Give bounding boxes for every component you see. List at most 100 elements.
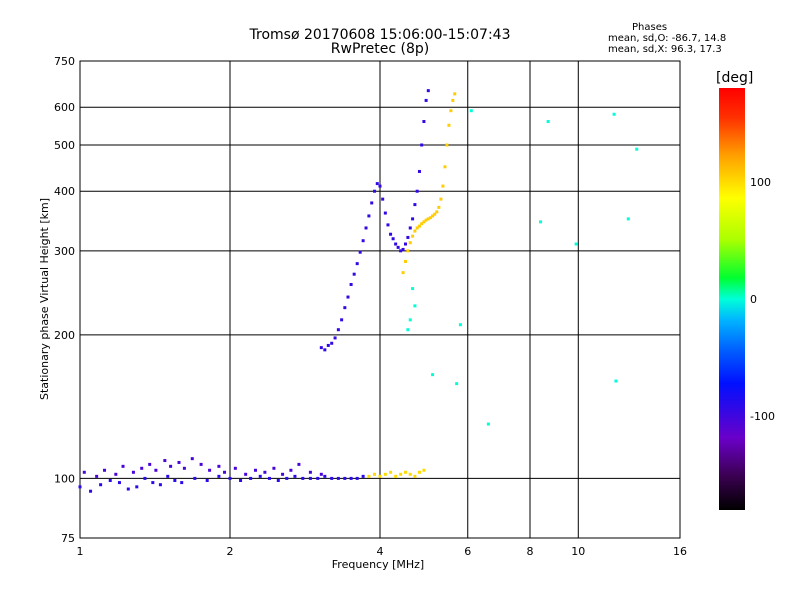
x-tick-label: 8 bbox=[527, 545, 534, 558]
data-point bbox=[361, 474, 365, 478]
data-point bbox=[323, 348, 327, 352]
data-point bbox=[163, 459, 167, 463]
data-point bbox=[451, 98, 455, 102]
data-point bbox=[381, 197, 385, 201]
data-point bbox=[199, 462, 203, 466]
data-point bbox=[297, 462, 301, 466]
data-point bbox=[182, 466, 186, 470]
data-point bbox=[413, 229, 417, 233]
data-point bbox=[458, 323, 462, 327]
data-point bbox=[383, 211, 387, 215]
data-point bbox=[383, 472, 387, 476]
data-point bbox=[426, 217, 430, 221]
x-tick-label: 1 bbox=[77, 545, 84, 558]
x-tick-labels: 1 2 4 6 8 10 16 bbox=[77, 545, 688, 558]
data-point bbox=[121, 464, 125, 468]
y-tick-label: 100 bbox=[54, 472, 75, 485]
y-axis-label: Stationary phase Virtual Height [km] bbox=[38, 198, 51, 400]
data-point bbox=[435, 210, 439, 214]
data-point bbox=[319, 346, 323, 350]
data-point bbox=[422, 468, 426, 472]
data-point bbox=[173, 478, 177, 482]
data-point bbox=[420, 143, 424, 147]
phase-stats-o-mode: mean, sd,O: -86.7, 14.8 bbox=[608, 33, 727, 44]
data-point bbox=[417, 224, 421, 228]
y-tick-label: 75 bbox=[61, 532, 75, 545]
data-point bbox=[267, 476, 271, 480]
data-point bbox=[205, 478, 209, 482]
data-point bbox=[422, 220, 426, 224]
data-point bbox=[373, 472, 377, 476]
y-tick-label: 200 bbox=[54, 329, 75, 342]
x-axis-label: Frequency [MHz] bbox=[332, 558, 424, 571]
colorbar-tick-label: 100 bbox=[750, 176, 771, 189]
data-point bbox=[420, 222, 424, 226]
grid bbox=[80, 61, 680, 538]
data-point bbox=[361, 239, 365, 243]
data-point bbox=[437, 205, 441, 209]
data-point bbox=[166, 474, 170, 478]
data-point bbox=[431, 214, 435, 218]
data-point bbox=[389, 470, 393, 474]
chart-title: Tromsø 20170608 15:06:00-15:07:43 bbox=[249, 27, 511, 43]
data-point bbox=[135, 485, 139, 489]
data-point bbox=[635, 147, 639, 151]
data-point bbox=[330, 341, 334, 345]
data-point bbox=[401, 247, 405, 251]
data-point bbox=[99, 483, 103, 487]
data-point bbox=[289, 468, 293, 472]
data-point bbox=[408, 241, 412, 245]
data-point bbox=[433, 212, 437, 216]
data-point bbox=[447, 123, 451, 127]
data-point bbox=[358, 250, 362, 254]
data-point bbox=[399, 472, 403, 476]
y-tick-label: 750 bbox=[54, 55, 75, 68]
data-point bbox=[367, 214, 371, 218]
data-point bbox=[399, 249, 403, 253]
data-point bbox=[239, 478, 243, 482]
data-point bbox=[228, 476, 232, 480]
data-point bbox=[546, 120, 550, 124]
data-point bbox=[408, 318, 412, 322]
data-point bbox=[411, 234, 415, 238]
data-point bbox=[151, 481, 155, 485]
data-point bbox=[319, 472, 323, 476]
data-point bbox=[352, 272, 356, 276]
data-point bbox=[406, 328, 410, 332]
data-point bbox=[370, 201, 374, 205]
data-point bbox=[486, 422, 490, 426]
data-point bbox=[103, 468, 107, 472]
data-point bbox=[177, 460, 181, 464]
data-point bbox=[346, 295, 350, 299]
data-point bbox=[373, 189, 377, 193]
data-point bbox=[249, 476, 253, 480]
data-point bbox=[143, 476, 147, 480]
data-point bbox=[340, 318, 344, 322]
data-point bbox=[285, 476, 289, 480]
data-point bbox=[424, 98, 428, 102]
data-point bbox=[208, 468, 212, 472]
chart-subtitle: RwPretec (8p) bbox=[330, 41, 430, 57]
data-point bbox=[281, 472, 285, 476]
y-tick-label: 400 bbox=[54, 185, 75, 198]
data-point bbox=[403, 259, 407, 263]
data-point bbox=[614, 379, 618, 383]
data-point bbox=[336, 476, 340, 480]
data-point bbox=[217, 464, 221, 468]
x-tick-label: 2 bbox=[227, 545, 234, 558]
data-point bbox=[431, 373, 435, 377]
data-point bbox=[441, 184, 445, 188]
data-point bbox=[422, 120, 426, 124]
x-tick-label: 6 bbox=[464, 545, 471, 558]
x-tick-label: 4 bbox=[377, 545, 384, 558]
colorbar-tick-label: -100 bbox=[750, 410, 775, 423]
data-point bbox=[355, 262, 359, 266]
data-point bbox=[349, 476, 353, 480]
data-point bbox=[180, 481, 184, 485]
data-point bbox=[276, 478, 280, 482]
data-point bbox=[343, 306, 347, 310]
data-point bbox=[396, 245, 400, 249]
data-point bbox=[244, 472, 248, 476]
data-point bbox=[408, 226, 412, 230]
data-point bbox=[108, 478, 112, 482]
